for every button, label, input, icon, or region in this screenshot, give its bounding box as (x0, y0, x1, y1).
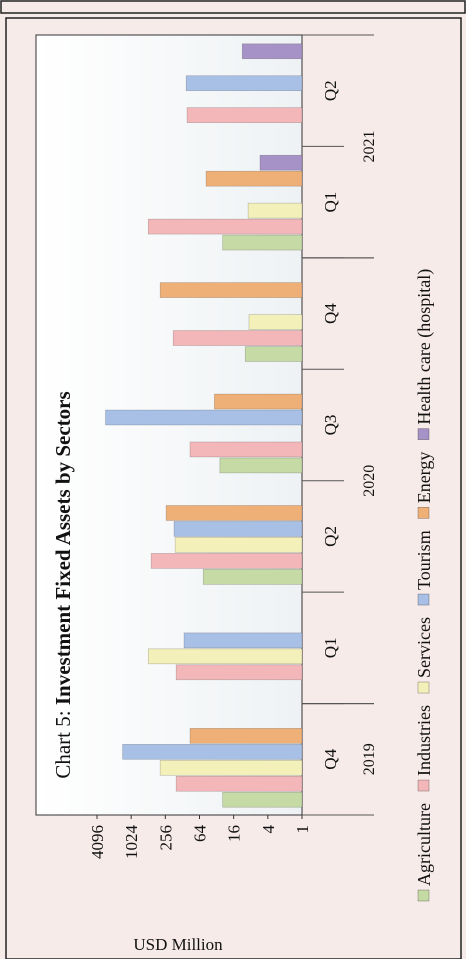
y-tick-label: 16 (225, 825, 244, 842)
legend-label: Agriculture (414, 803, 434, 886)
legend-label: Energy (414, 452, 434, 504)
bar (159, 759, 303, 776)
bar (122, 744, 303, 760)
bar (173, 521, 303, 537)
x-tick-label: Q4 (321, 303, 340, 324)
y-tick-label: 64 (191, 825, 210, 843)
bar (159, 282, 303, 298)
axis-label: USD Million (133, 935, 223, 954)
legend-label: Industries (414, 705, 434, 776)
bar (185, 75, 303, 92)
bar (214, 393, 303, 410)
legend-label: Services (414, 617, 434, 678)
x-tick-label: Q1 (321, 637, 340, 658)
title-text: Investment Fixed Assets by Sectors (51, 391, 75, 705)
bar (248, 314, 303, 330)
legend-marker (417, 506, 430, 519)
bar (205, 170, 303, 187)
bar (241, 43, 303, 60)
chart: Chart 5: Investment Fixed Assets by Sect… (35, 34, 435, 902)
legend-marker (417, 428, 430, 440)
bar (202, 569, 303, 585)
bar (244, 346, 303, 362)
legend-label: Tourism (414, 530, 434, 590)
legend-label: Health care (hospital) (414, 269, 435, 425)
x-tick-label: Q1 (321, 192, 340, 213)
top-frame (0, 0, 466, 14)
bar (147, 648, 303, 665)
bar (247, 202, 303, 219)
x-tick-label: Q2 (321, 526, 340, 547)
bar (219, 457, 303, 474)
bar (105, 409, 303, 426)
x-tick-label: Q2 (321, 80, 340, 101)
title-label: Chart 5: (51, 710, 75, 778)
y-tick-label: 1024 (122, 825, 141, 860)
bar (147, 218, 303, 235)
group-label: 2020 (361, 465, 378, 497)
bar (165, 505, 303, 521)
y-tick-label: 4096 (88, 825, 107, 859)
bar (189, 728, 303, 744)
bar (259, 154, 303, 171)
legend-marker (417, 889, 430, 902)
legend-marker (417, 681, 430, 694)
x-tick-label: Q4 (321, 748, 340, 769)
group-label: 2021 (361, 130, 378, 162)
x-tick-label: Q3 (321, 415, 340, 436)
legend-marker (417, 779, 430, 792)
bar (189, 441, 303, 458)
bar (222, 791, 303, 808)
chart-frame (5, 17, 462, 959)
chart-title: Chart 5: Investment Fixed Assets by Sect… (51, 391, 75, 778)
bar (175, 775, 303, 792)
legend-marker (417, 593, 430, 606)
y-tick-label: 1 (293, 825, 312, 834)
y-tick-label: 256 (156, 825, 175, 851)
bar (186, 107, 303, 123)
bar (175, 664, 303, 681)
bar (174, 537, 303, 553)
group-label: 2019 (361, 743, 378, 775)
bar (183, 632, 303, 649)
y-tick-label: 4 (259, 825, 278, 834)
bar (150, 553, 303, 569)
bar (222, 234, 303, 251)
bar (172, 330, 303, 346)
